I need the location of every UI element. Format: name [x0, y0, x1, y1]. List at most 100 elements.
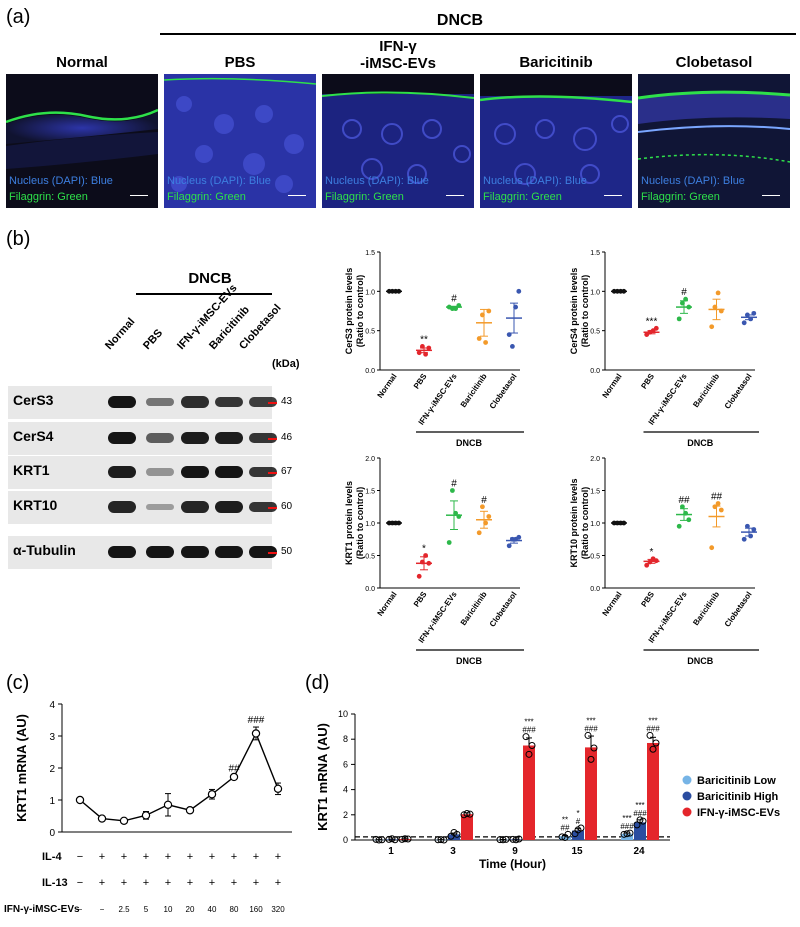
y-tick-label: 0.0: [365, 368, 375, 375]
category-label: Clobetasol: [488, 590, 519, 629]
x-tick-label: 3: [450, 846, 456, 857]
blot-band: [249, 396, 277, 408]
y-axis-label-line: (Ratio to control): [580, 487, 590, 560]
y-tick-label: 1.0: [590, 521, 600, 528]
data-point: [440, 836, 448, 844]
category-label: Normal: [600, 372, 623, 400]
blot-band: [215, 501, 243, 513]
data-point: [423, 351, 428, 357]
significance-mark: ##: [678, 495, 690, 506]
data-point: [502, 835, 510, 843]
dncb-label: DNCB: [687, 438, 713, 448]
data-point: [712, 304, 718, 310]
data-point: [522, 733, 530, 741]
data-point: [741, 536, 747, 542]
significance-mark: ***: [635, 801, 644, 810]
data-point: [404, 835, 412, 843]
blot-row-cers4: CerS4: [8, 422, 277, 455]
data-point: [499, 836, 507, 844]
data-point: [476, 530, 482, 536]
blot-row-cers3: CerS3: [8, 386, 277, 419]
data-point: [590, 744, 598, 752]
data-point: [396, 520, 402, 526]
blot-band: [249, 546, 277, 558]
kda-value: 50: [281, 546, 293, 557]
bar: [523, 745, 535, 840]
blot-row-label: KRT1: [13, 462, 50, 478]
category-label: Baricitinib: [459, 590, 489, 627]
data-point: [649, 745, 657, 753]
kda-value: 46: [281, 432, 293, 443]
blot-band: [249, 432, 277, 444]
tissue-pbs: [164, 74, 316, 208]
y-axis-label: KRT10 protein levels(Ratio to control): [569, 478, 590, 567]
kda-value: 60: [281, 501, 293, 512]
bar: [585, 747, 597, 840]
data-point: [745, 312, 750, 318]
row-cell: +: [253, 877, 259, 889]
col-label-ifn: IFN-γ -iMSC-EVs: [360, 38, 436, 72]
row-label: IFN-γ-iMSC-EVs: [4, 904, 80, 915]
data-point: [584, 731, 592, 739]
data-point: [741, 320, 747, 326]
row-label: IL-4: [42, 851, 62, 863]
blot-band: [249, 466, 277, 478]
data-point: [621, 288, 627, 294]
data-point: [751, 527, 757, 532]
scale-bar: [762, 194, 780, 196]
legend-label: Baricitinib High: [697, 791, 779, 803]
category-label: Normal: [600, 590, 623, 618]
y-tick-label: 0.5: [590, 329, 600, 336]
panel-label-b: (b): [6, 228, 31, 250]
data-point: [564, 830, 572, 838]
y-tick-label: 1.5: [365, 250, 375, 257]
y-axis-label: KRT1 mRNA (AU): [14, 714, 29, 822]
panel-label-a: (a): [6, 6, 31, 28]
row-cell: +: [231, 877, 237, 889]
dncb-label-a: DNCB: [436, 12, 484, 29]
row-cell: 80: [230, 905, 239, 914]
row-cell: +: [209, 877, 215, 889]
data-line: [79, 731, 279, 822]
significance-mark: ###: [646, 724, 660, 733]
y-axis-label: CerS3 protein levels(Ratio to control): [344, 268, 365, 355]
data-point: [388, 835, 396, 843]
caption-nucleus: Nucleus (DAPI): Blue: [641, 175, 745, 187]
data-point: [676, 523, 682, 529]
col-label-normal: Normal: [56, 54, 108, 71]
data-point: [515, 835, 523, 843]
data-point: [709, 324, 715, 330]
y-axis-label: KRT1 mRNA (AU): [315, 723, 330, 831]
data-point: [715, 501, 721, 506]
data-point: [715, 290, 721, 296]
data-point: [506, 543, 512, 549]
blot-band: [146, 397, 174, 407]
row-cell: +: [231, 851, 237, 863]
data-point: [119, 816, 129, 826]
blot-band: [108, 466, 136, 478]
significance-mark: #: [681, 287, 687, 298]
data-point: [516, 534, 522, 540]
chart-cers4: 0.0 0.5 1.0 1.5 CerS4 protein levels(Ratio t…: [569, 250, 759, 448]
x-axis-label: Time (Hour): [479, 857, 546, 871]
scale-bar: [604, 194, 622, 196]
row-cell: +: [143, 877, 149, 889]
significance-mark: ***: [646, 316, 658, 327]
y-tick-label: 0.0: [365, 586, 375, 593]
data-point: [512, 836, 520, 844]
dncb-label-b: DNCB: [188, 270, 232, 287]
blot-row-krt1: KRT1: [8, 456, 277, 489]
legend-label: Baricitinib Low: [697, 775, 776, 787]
y-tick-label: 6: [343, 759, 348, 769]
y-tick-label: 8: [343, 734, 348, 744]
caption-filaggrin: Filaggrin: Green: [483, 191, 562, 203]
significance-mark: ##: [228, 763, 240, 774]
blot-band: [146, 546, 174, 558]
chart-krt10: 0.0 0.5 1.0 1.5 2.0 KRT10 protein levels(Rati…: [569, 456, 759, 666]
row-cell: +: [275, 851, 281, 863]
data-point: [683, 296, 688, 302]
data-point: [163, 800, 173, 810]
blot-band: [146, 468, 174, 476]
row-cell: −: [77, 851, 83, 863]
